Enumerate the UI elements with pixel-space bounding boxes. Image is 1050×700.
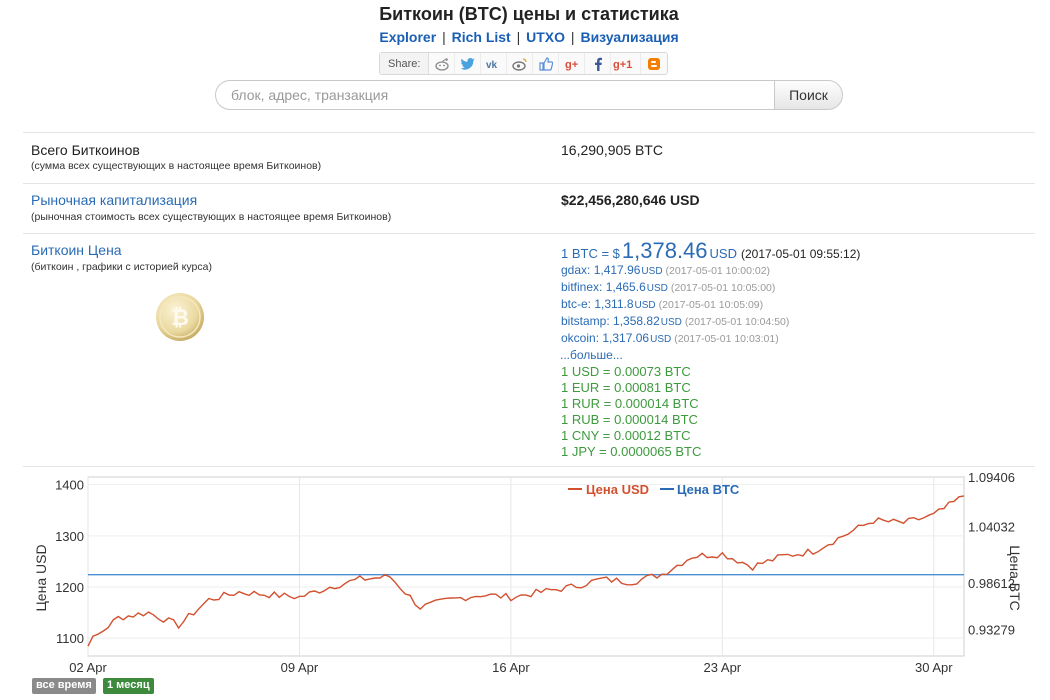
chart-legend[interactable]: Цена USD Цена BTC xyxy=(568,482,740,497)
y-tick-label-left: 1200 xyxy=(55,580,84,595)
search-button[interactable]: Поиск xyxy=(774,80,843,110)
exchange-row[interactable]: bitfinex: 1,465.6USD (2017-05-01 10:05:00… xyxy=(561,280,776,294)
conversion-jpy: 1 JPY = 0.0000065 BTC xyxy=(561,444,702,459)
y-tick-label-right: 0.98612 xyxy=(968,576,1015,591)
exchange-row[interactable]: gdax: 1,417.96USD (2017-05-01 10:00:02) xyxy=(561,263,771,277)
y-tick-label-left: 1100 xyxy=(56,631,84,646)
google-plus-one-icon[interactable]: g+1 xyxy=(611,53,642,74)
nav-visualization[interactable]: Визуализация xyxy=(580,29,679,45)
range-all-time-button[interactable]: все время xyxy=(32,678,96,694)
nav-separator: | xyxy=(516,29,521,45)
nav-separator: | xyxy=(570,29,575,45)
table-divider xyxy=(23,466,1035,467)
nav-utxo[interactable]: UTXO xyxy=(526,29,566,45)
total-bitcoins-label: Всего Биткоинов xyxy=(31,142,140,158)
exchange-row[interactable]: okcoin: 1,317.06USD (2017-05-01 10:03:01) xyxy=(561,331,779,345)
x-tick-label: 30 Apr xyxy=(915,660,953,675)
search-bar: Поиск xyxy=(215,80,843,110)
google-plus-icon[interactable]: g+ xyxy=(559,53,586,74)
nav-links: Explorer | Rich List | UTXO | Визуализац… xyxy=(0,29,1050,45)
search-input[interactable] xyxy=(215,80,777,110)
y-tick-label-left: 1300 xyxy=(55,529,84,544)
market-cap-link[interactable]: Рыночная капитализация xyxy=(31,192,198,208)
svg-text:g+1: g+1 xyxy=(613,59,632,71)
nav-explorer[interactable]: Explorer xyxy=(379,29,437,45)
x-tick-label: 16 Apr xyxy=(492,660,530,675)
table-divider xyxy=(23,132,1035,133)
nav-rich-list[interactable]: Rich List xyxy=(451,29,511,45)
conversion-rub: 1 RUB = 0.000014 BTC xyxy=(561,412,698,427)
more-exchanges-link[interactable]: ...больше... xyxy=(560,348,623,362)
like-icon[interactable] xyxy=(533,53,560,74)
conversion-rur: 1 RUR = 0.000014 BTC xyxy=(561,396,699,411)
y-tick-label-right: 1.09406 xyxy=(968,470,1015,485)
table-divider xyxy=(23,183,1035,184)
vk-icon[interactable]: vk xyxy=(481,53,508,74)
range-one-month-button[interactable]: 1 месяц xyxy=(103,678,154,694)
x-tick-label: 09 Apr xyxy=(281,660,319,675)
x-tick-label: 23 Apr xyxy=(704,660,742,675)
share-bar: Share: vk g+ g+1 xyxy=(379,52,669,75)
conversion-cny: 1 CNY = 0.00012 BTC xyxy=(561,428,691,443)
plot-area xyxy=(87,476,965,657)
conversion-usd: 1 USD = 0.00073 BTC xyxy=(561,364,691,379)
bitcoin-price-sub: (биткоин , графики с историей курса) xyxy=(31,261,212,273)
conversion-eur: 1 EUR = 0.00081 BTC xyxy=(561,380,691,395)
btc-price-currency: USD xyxy=(709,246,737,261)
blogger-icon[interactable] xyxy=(641,53,667,74)
weibo-icon[interactable] xyxy=(507,53,534,74)
bitcoin-price-link[interactable]: Биткоин Цена xyxy=(31,242,122,258)
x-tick-label: 02 Apr xyxy=(69,660,107,675)
btc-price-prefix: 1 BTC = $ xyxy=(561,246,620,261)
page-title: Биткоин (BTC) цены и статистика xyxy=(379,4,679,24)
exchange-row[interactable]: btc-e: 1,311.8USD (2017-05-01 10:05:09) xyxy=(561,297,764,311)
twitter-icon[interactable] xyxy=(455,53,482,74)
y-axis-label-right: Цена BTC xyxy=(1007,545,1023,611)
legend-usd[interactable]: Цена USD xyxy=(586,482,649,497)
y-tick-label-right: 1.04032 xyxy=(968,520,1015,535)
reddit-icon[interactable] xyxy=(429,53,456,74)
btc-price-value: 1,378.46 xyxy=(621,238,708,263)
y-tick-label-left: 1400 xyxy=(55,478,84,493)
exchange-row[interactable]: bitstamp: 1,358.82USD (2017-05-01 10:04:5… xyxy=(561,314,790,328)
facebook-icon[interactable] xyxy=(585,53,612,74)
svg-text:g+: g+ xyxy=(565,59,578,71)
bitcoin-coin-icon: ₿ xyxy=(156,293,204,341)
btc-price-timestamp: (2017-05-01 09:55:12) xyxy=(740,247,861,261)
btc-price-line: 1 BTC = $ 1,378.46 USD (2017-05-01 09:55… xyxy=(561,238,860,264)
share-label: Share: xyxy=(380,53,430,74)
svg-text:vk: vk xyxy=(486,60,498,70)
y-tick-label-right: 0.93279 xyxy=(968,622,1015,637)
total-bitcoins-sub: (сумма всех существующих в настоящее вре… xyxy=(31,160,322,172)
total-bitcoins-value: 16,290,905 BTC xyxy=(561,142,663,158)
y-axis-label-left: Цена USD xyxy=(33,544,49,611)
svg-text:₿: ₿ xyxy=(171,306,189,331)
market-cap-sub: (рыночная стоимость всех существующих в … xyxy=(31,211,392,223)
nav-separator: | xyxy=(442,29,446,45)
series-usd-line xyxy=(87,495,965,647)
table-divider xyxy=(23,233,1035,234)
market-cap-value: $22,456,280,646 USD xyxy=(561,192,700,208)
legend-btc[interactable]: Цена BTC xyxy=(677,482,740,497)
